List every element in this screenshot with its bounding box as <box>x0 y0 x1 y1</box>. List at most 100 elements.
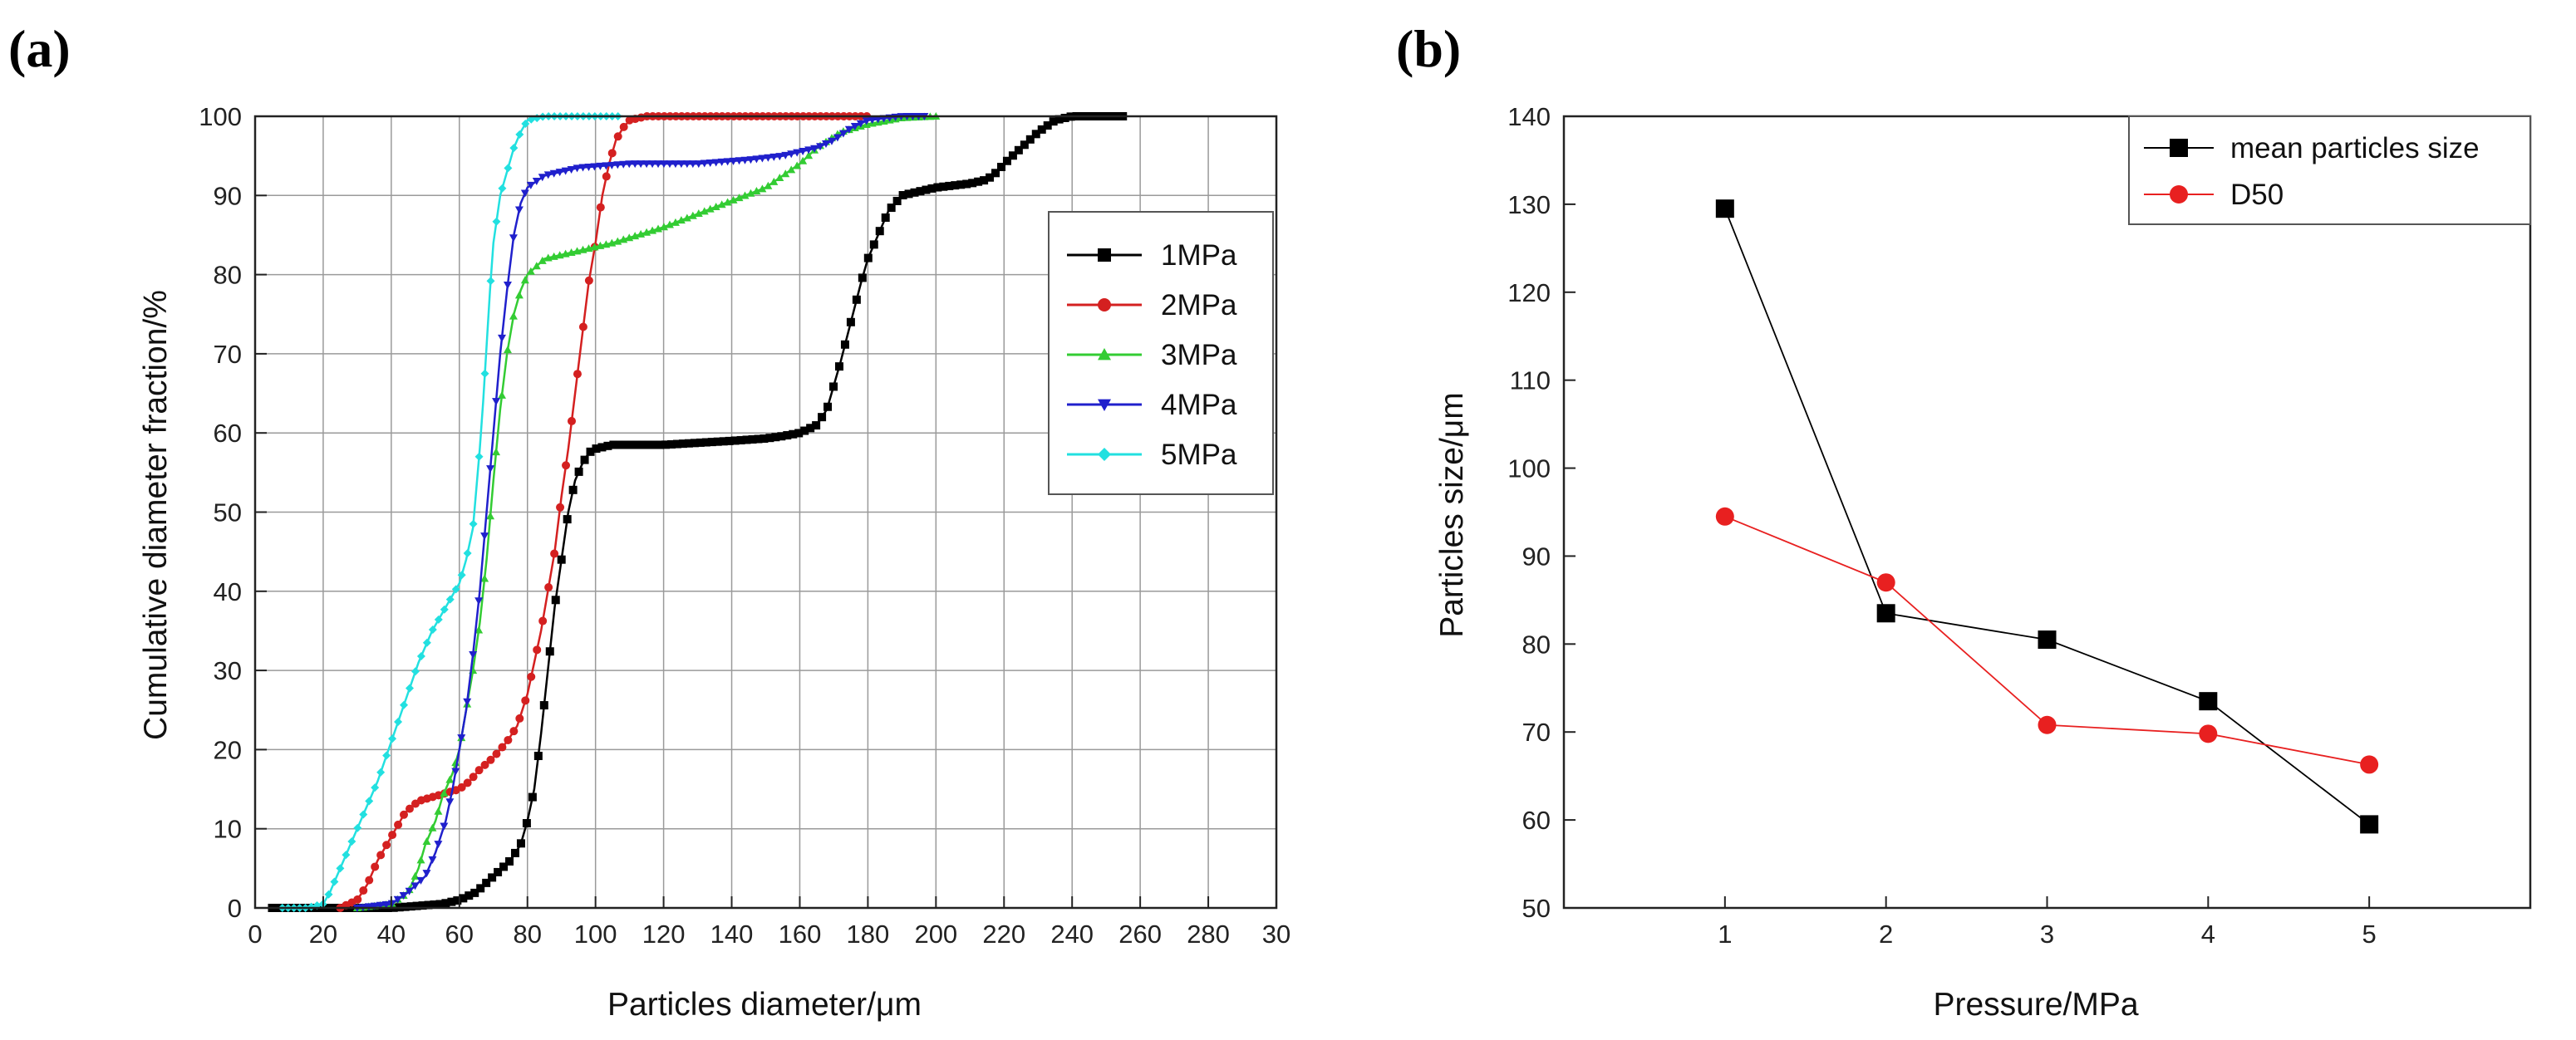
chart-a-point-4MPa <box>764 154 773 162</box>
chart-a-point-2MPa <box>515 714 524 723</box>
chart-a-point-1MPa <box>650 440 659 449</box>
chart-a-point-3MPa <box>503 346 512 354</box>
chart-a-point-1MPa <box>505 856 514 866</box>
chart-a-point-2MPa <box>567 416 576 425</box>
chart-a-xtick-label: 120 <box>642 920 686 949</box>
chart-a-point-1MPa <box>667 439 676 449</box>
chart-a-point-1MPa <box>996 162 1005 171</box>
chart-a-point-3MPa <box>688 211 697 219</box>
chart-a-point-1MPa <box>730 436 740 445</box>
chart-a-point-5MPa <box>451 585 460 594</box>
chart-b-xtick-label: 1 <box>1718 920 1732 949</box>
chart-a-point-1MPa <box>760 434 769 444</box>
chart-a-point-4MPa <box>752 155 761 164</box>
chart-a-point-5MPa <box>324 890 333 899</box>
chart-a-xtick-label: 30 <box>1262 920 1290 949</box>
chart-a-point-2MPa <box>498 743 507 752</box>
chart-b-point-mean particles size <box>2199 692 2218 711</box>
chart-a-ytick-label: 90 <box>214 181 242 210</box>
chart-a-point-5MPa <box>365 797 374 806</box>
chart-a-xtick-label: 140 <box>710 920 754 949</box>
chart-a-series-4MPa <box>352 113 929 912</box>
chart-b-ylabel: Particles size/μm <box>1434 392 1470 638</box>
chart-a-point-5MPa <box>457 571 466 580</box>
chart-a-point-1MPa <box>690 439 699 448</box>
chart-a-point-1MPa <box>748 434 757 444</box>
chart-a-point-4MPa <box>514 206 524 214</box>
chart-a-point-1MPa <box>713 437 722 446</box>
chart-a-point-3MPa <box>671 218 680 226</box>
chart-a-ytick-label: 70 <box>214 340 242 369</box>
chart-a-point-5MPa <box>504 164 513 173</box>
chart-a-point-4MPa <box>480 532 489 541</box>
chart-a-point-1MPa <box>962 179 971 189</box>
chart-a-point-4MPa <box>631 160 640 169</box>
chart-a-point-1MPa <box>742 435 751 444</box>
chart-a-point-1MPa <box>453 896 462 905</box>
chart-a-point-5MPa <box>440 605 449 614</box>
chart-a-point-5MPa <box>388 734 397 743</box>
chart-a-point-1MPa <box>719 437 728 446</box>
chart-a-point-4MPa <box>810 145 819 153</box>
chart-a-point-1MPa <box>430 900 439 909</box>
chart-a-point-1MPa <box>707 438 716 447</box>
chart-a-point-1MPa <box>592 444 601 454</box>
chart-a-point-1MPa <box>840 340 849 349</box>
chart-a-point-4MPa <box>590 163 599 171</box>
chart-a-legend-marker <box>1098 298 1111 312</box>
chart-a-point-1MPa <box>568 485 578 494</box>
chart-a-point-5MPa <box>480 369 489 378</box>
chart-a-xtick-label: 160 <box>779 920 822 949</box>
chart-a-point-1MPa <box>980 176 989 185</box>
chart-a-point-1MPa <box>939 182 948 191</box>
chart-a-point-3MPa <box>804 151 814 159</box>
chart-a-point-4MPa <box>729 157 738 165</box>
chart-a-point-4MPa <box>440 822 449 831</box>
chart-a-point-1MPa <box>435 900 445 909</box>
chart-a-point-1MPa <box>510 848 519 857</box>
chart-a-point-2MPa <box>480 760 489 769</box>
chart-a-point-3MPa <box>735 194 744 202</box>
chart-a-point-3MPa <box>665 220 674 228</box>
chart-a-point-5MPa <box>428 625 437 635</box>
chart-a-point-5MPa <box>422 638 431 647</box>
chart-a-point-4MPa <box>862 117 871 125</box>
chart-a-point-5MPa <box>376 768 386 777</box>
chart-a-point-1MPa <box>580 455 589 464</box>
chart-a-point-1MPa <box>1014 145 1023 155</box>
chart-a-point-1MPa <box>661 440 671 449</box>
chart-b-legend-marker <box>2170 185 2188 204</box>
chart-a-point-1MPa <box>812 421 821 430</box>
chart-a-series-2MPa <box>336 112 872 912</box>
chart-a-point-2MPa <box>486 755 495 764</box>
chart-a-point-1MPa <box>922 185 931 194</box>
chart-b-xtick-label: 4 <box>2201 920 2215 949</box>
chart-a-point-4MPa <box>451 768 460 776</box>
chart-a-point-4MPa <box>602 162 611 170</box>
chart-a-point-4MPa <box>503 281 512 289</box>
chart-a-xtick-label: 220 <box>982 920 1025 949</box>
chart-a-point-4MPa <box>498 334 507 342</box>
chart-a-point-4MPa <box>654 160 663 169</box>
chart-a-point-1MPa <box>418 901 427 910</box>
chart-a-point-1MPa <box>806 424 815 433</box>
chart-a-point-4MPa <box>520 189 529 198</box>
chart-a-ytick-label: 40 <box>214 577 242 606</box>
chart-a-point-5MPa <box>434 615 443 624</box>
chart-a-legend-marker <box>1098 399 1111 411</box>
chart-a-point-2MPa <box>388 831 397 840</box>
chart-a-ytick-label: 0 <box>228 894 242 923</box>
chart-a-point-1MPa <box>516 839 525 848</box>
chart-a-point-1MPa <box>1054 115 1064 124</box>
chart-a-point-4MPa <box>804 146 814 155</box>
chart-a-point-4MPa <box>648 160 657 169</box>
chart-b-ytick-label: 120 <box>1507 278 1551 307</box>
chart-a-point-2MPa <box>607 149 617 158</box>
chart-a-ytick-label: 50 <box>214 498 242 527</box>
chart-a-point-4MPa <box>381 900 391 909</box>
chart-a-point-4MPa <box>787 150 796 159</box>
chart-a-point-4MPa <box>856 120 865 128</box>
chart-a-point-2MPa <box>365 876 374 885</box>
chart-a-xtick-label: 200 <box>914 920 957 949</box>
